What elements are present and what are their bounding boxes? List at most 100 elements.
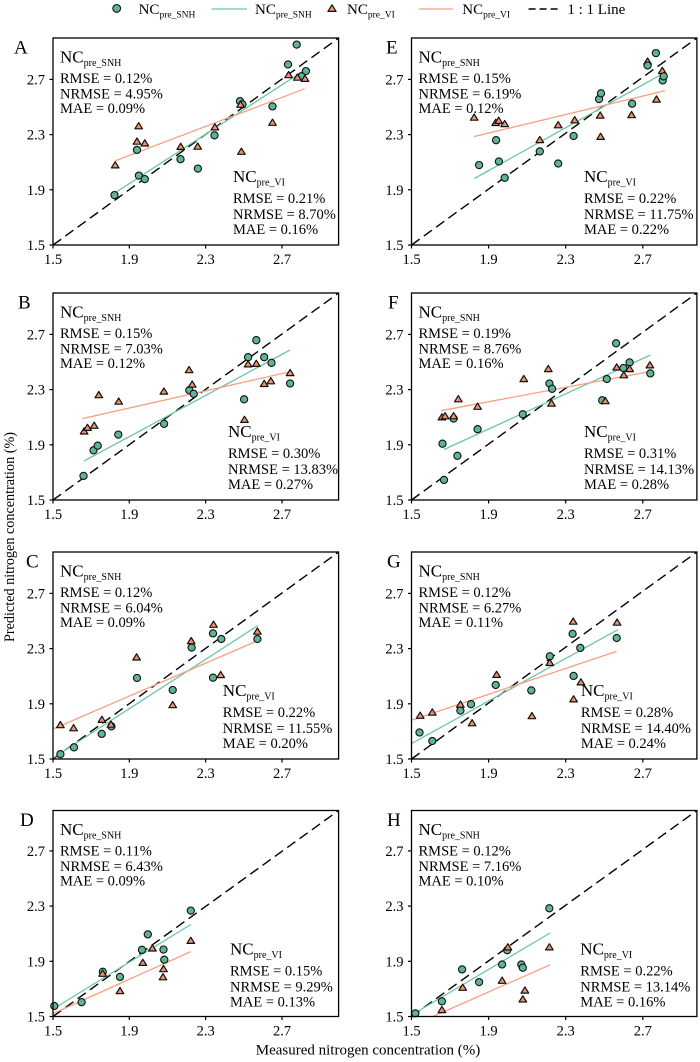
svg-text:1.5: 1.5 — [44, 252, 62, 268]
svg-text:1.9: 1.9 — [385, 438, 403, 454]
svg-text:2.3: 2.3 — [385, 128, 403, 144]
svg-text:Measured nitrogen concentratio: Measured nitrogen concentration (%) — [256, 1042, 481, 1058]
svg-text:2.7: 2.7 — [634, 252, 652, 268]
svg-text:1.5: 1.5 — [402, 507, 420, 523]
svg-text:MAE = 0.16%: MAE = 0.16% — [419, 356, 504, 372]
svg-text:2.3: 2.3 — [27, 383, 45, 399]
svg-text:NRMSE = 6.27%: NRMSE = 6.27% — [419, 601, 522, 617]
svg-text:MAE = 0.27%: MAE = 0.27% — [228, 477, 313, 493]
svg-text:MAE = 0.09%: MAE = 0.09% — [60, 615, 145, 631]
svg-text:2.7: 2.7 — [273, 1024, 291, 1040]
svg-text:RMSE = 0.22%: RMSE = 0.22% — [580, 964, 672, 980]
svg-text:RMSE = 0.30%: RMSE = 0.30% — [228, 446, 320, 462]
svg-text:1.5: 1.5 — [402, 1024, 420, 1040]
svg-text:2.3: 2.3 — [27, 899, 45, 915]
svg-text:2.7: 2.7 — [27, 72, 45, 88]
svg-text:2.7: 2.7 — [385, 327, 403, 343]
svg-text:2.3: 2.3 — [385, 899, 403, 915]
svg-text:MAE = 0.12%: MAE = 0.12% — [419, 101, 504, 117]
svg-text:1.9: 1.9 — [480, 507, 498, 523]
svg-text:B: B — [18, 293, 31, 314]
svg-text:1.9: 1.9 — [120, 766, 138, 782]
svg-text:MAE = 0.09%: MAE = 0.09% — [60, 101, 145, 117]
svg-text:RMSE = 0.12%: RMSE = 0.12% — [60, 585, 152, 601]
svg-text:RMSE = 0.21%: RMSE = 0.21% — [233, 191, 325, 207]
svg-text:NRMSE = 8.76%: NRMSE = 8.76% — [419, 342, 522, 358]
svg-text:1.9: 1.9 — [120, 507, 138, 523]
svg-text:2.3: 2.3 — [385, 642, 403, 658]
svg-text:C: C — [26, 552, 39, 573]
svg-text:2.7: 2.7 — [27, 844, 45, 860]
svg-text:1.9: 1.9 — [27, 697, 45, 713]
svg-text:RMSE = 0.11%: RMSE = 0.11% — [60, 844, 152, 860]
svg-text:MAE = 0.24%: MAE = 0.24% — [581, 736, 666, 752]
svg-text:RMSE = 0.31%: RMSE = 0.31% — [584, 446, 676, 462]
svg-text:2.3: 2.3 — [557, 1024, 575, 1040]
svg-text:2.3: 2.3 — [197, 252, 215, 268]
svg-text:RMSE = 0.12%: RMSE = 0.12% — [419, 585, 511, 601]
svg-text:NRMSE = 4.95%: NRMSE = 4.95% — [60, 87, 163, 103]
svg-text:MAE = 0.10%: MAE = 0.10% — [419, 874, 504, 890]
svg-text:2.3: 2.3 — [385, 383, 403, 399]
svg-text:2.7: 2.7 — [273, 766, 291, 782]
svg-text:MAE = 0.09%: MAE = 0.09% — [60, 874, 145, 890]
svg-text:1.5: 1.5 — [27, 238, 45, 254]
svg-text:NRMSE = 14.13%: NRMSE = 14.13% — [584, 462, 694, 478]
svg-text:1.5: 1.5 — [44, 766, 62, 782]
svg-text:NRMSE = 11.75%: NRMSE = 11.75% — [584, 207, 694, 223]
svg-text:2.7: 2.7 — [385, 586, 403, 602]
svg-text:1.9: 1.9 — [385, 954, 403, 970]
svg-text:NRMSE = 13.14%: NRMSE = 13.14% — [580, 980, 690, 996]
svg-text:1.9: 1.9 — [120, 1024, 138, 1040]
svg-text:F: F — [388, 293, 399, 314]
svg-text:1 : 1 Line: 1 : 1 Line — [567, 2, 625, 18]
svg-text:1.5: 1.5 — [385, 1010, 403, 1026]
svg-text:1.9: 1.9 — [27, 183, 45, 199]
svg-text:RMSE = 0.22%: RMSE = 0.22% — [584, 191, 676, 207]
svg-text:G: G — [387, 552, 401, 573]
svg-text:NRMSE = 6.19%: NRMSE = 6.19% — [419, 87, 522, 103]
svg-text:RMSE = 0.19%: RMSE = 0.19% — [419, 326, 511, 342]
svg-text:2.3: 2.3 — [27, 642, 45, 658]
svg-text:2.7: 2.7 — [385, 72, 403, 88]
svg-text:1.5: 1.5 — [27, 493, 45, 509]
svg-text:NRMSE = 14.40%: NRMSE = 14.40% — [581, 721, 691, 737]
svg-text:RMSE = 0.15%: RMSE = 0.15% — [419, 71, 511, 87]
svg-text:1.5: 1.5 — [27, 1010, 45, 1026]
svg-text:2.7: 2.7 — [273, 507, 291, 523]
svg-text:RMSE = 0.22%: RMSE = 0.22% — [223, 705, 315, 721]
svg-text:2.7: 2.7 — [27, 327, 45, 343]
svg-text:RMSE = 0.15%: RMSE = 0.15% — [230, 964, 322, 980]
svg-text:1.5: 1.5 — [385, 752, 403, 768]
svg-text:1.9: 1.9 — [480, 252, 498, 268]
svg-text:2.7: 2.7 — [634, 507, 652, 523]
svg-text:1.9: 1.9 — [480, 766, 498, 782]
svg-text:D: D — [20, 810, 34, 831]
svg-text:2.3: 2.3 — [197, 766, 215, 782]
svg-text:NRMSE = 6.04%: NRMSE = 6.04% — [60, 601, 163, 617]
svg-text:2.3: 2.3 — [557, 507, 575, 523]
svg-text:1.9: 1.9 — [27, 954, 45, 970]
svg-text:MAE = 0.16%: MAE = 0.16% — [233, 222, 318, 238]
svg-text:NRMSE = 7.03%: NRMSE = 7.03% — [60, 342, 163, 358]
svg-text:RMSE = 0.12%: RMSE = 0.12% — [60, 71, 152, 87]
svg-text:2.3: 2.3 — [557, 252, 575, 268]
svg-text:2.3: 2.3 — [197, 1024, 215, 1040]
svg-text:2.7: 2.7 — [385, 844, 403, 860]
svg-text:1.5: 1.5 — [385, 493, 403, 509]
svg-text:E: E — [386, 38, 398, 59]
svg-text:1.5: 1.5 — [27, 752, 45, 768]
svg-text:1.9: 1.9 — [385, 697, 403, 713]
svg-text:1.9: 1.9 — [480, 1024, 498, 1040]
svg-text:Predicted nitrogen concentrati: Predicted nitrogen concentration (%) — [2, 432, 18, 642]
svg-text:NRMSE = 7.16%: NRMSE = 7.16% — [419, 859, 522, 875]
svg-text:2.7: 2.7 — [634, 766, 652, 782]
svg-text:RMSE = 0.28%: RMSE = 0.28% — [581, 705, 673, 721]
svg-text:MAE = 0.11%: MAE = 0.11% — [419, 615, 504, 631]
svg-text:1.5: 1.5 — [402, 252, 420, 268]
svg-text:MAE = 0.28%: MAE = 0.28% — [584, 477, 669, 493]
svg-text:2.7: 2.7 — [634, 1024, 652, 1040]
svg-text:NRMSE = 13.83%: NRMSE = 13.83% — [228, 462, 338, 478]
svg-text:NRMSE = 11.55%: NRMSE = 11.55% — [223, 721, 333, 737]
svg-text:2.3: 2.3 — [27, 128, 45, 144]
